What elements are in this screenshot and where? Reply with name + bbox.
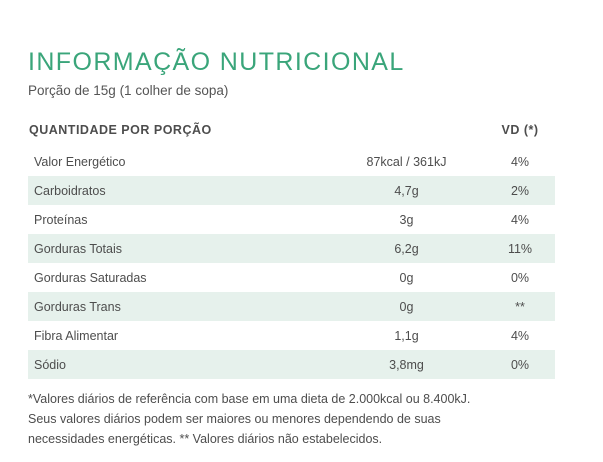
table-row: Gorduras Trans 0g ** <box>28 292 555 321</box>
nutrient-name: Proteínas <box>34 212 88 227</box>
table-row: Proteínas 3g 4% <box>28 205 555 234</box>
footnote: *Valores diários de referência com base … <box>28 389 558 449</box>
nutrient-amount: 87kcal / 361kJ <box>366 154 447 169</box>
portion-text: Porção de 15g (1 colher de sopa) <box>28 83 229 98</box>
nutrient-vd: 0% <box>510 270 530 285</box>
table-row: Fibra Alimentar 1,1g 4% <box>28 321 555 350</box>
nutrient-vd: 2% <box>510 183 530 198</box>
nutrient-amount: 6,2g <box>394 241 419 256</box>
table-row: Sódio 3,8mg 0% <box>28 350 555 379</box>
nutrition-table: Valor Energético 87kcal / 361kJ 4% Carbo… <box>28 147 555 379</box>
table-row: Gorduras Saturadas 0g 0% <box>28 263 555 292</box>
nutrient-amount: 1,1g <box>394 328 419 343</box>
nutrient-vd: 4% <box>510 328 530 343</box>
table-row: Valor Energético 87kcal / 361kJ 4% <box>28 147 555 176</box>
footnote-line: necessidades energéticas. ** Valores diá… <box>28 432 383 446</box>
nutrient-amount: 0g <box>399 299 414 314</box>
table-row: Gorduras Totais 6,2g 11% <box>28 234 555 263</box>
footnote-line: *Valores diários de referência com base … <box>28 392 471 406</box>
nutrient-name: Valor Energético <box>34 154 126 169</box>
table-header: QUANTIDADE POR PORÇÃO VD (*) <box>28 122 555 138</box>
nutrient-name: Gorduras Totais <box>34 241 123 256</box>
header-vd: VD (*) <box>501 123 539 137</box>
nutrient-name: Sódio <box>34 357 66 372</box>
nutrition-panel: INFORMAÇÃO NUTRICIONAL Porção de 15g (1 … <box>28 47 555 449</box>
nutrient-name: Carboidratos <box>34 183 106 198</box>
footnote-line: Seus valores diários podem ser maiores o… <box>28 412 441 426</box>
nutrient-amount: 3g <box>399 212 414 227</box>
nutrient-name: Gorduras Saturadas <box>34 270 147 285</box>
header-quantity: QUANTIDADE POR PORÇÃO <box>29 123 212 137</box>
table-row: Carboidratos 4,7g 2% <box>28 176 555 205</box>
nutrient-vd: 4% <box>510 154 530 169</box>
nutrient-vd: 11% <box>507 241 533 256</box>
nutrient-amount: 4,7g <box>394 183 419 198</box>
nutrient-amount: 3,8mg <box>389 357 424 372</box>
nutrient-vd: ** <box>515 299 525 314</box>
nutrient-vd: 4% <box>510 212 530 227</box>
nutrient-name: Fibra Alimentar <box>34 328 119 343</box>
nutrient-vd: 0% <box>510 357 530 372</box>
nutrient-name: Gorduras Trans <box>34 299 121 314</box>
page-title: INFORMAÇÃO NUTRICIONAL <box>28 48 405 76</box>
nutrient-amount: 0g <box>399 270 414 285</box>
